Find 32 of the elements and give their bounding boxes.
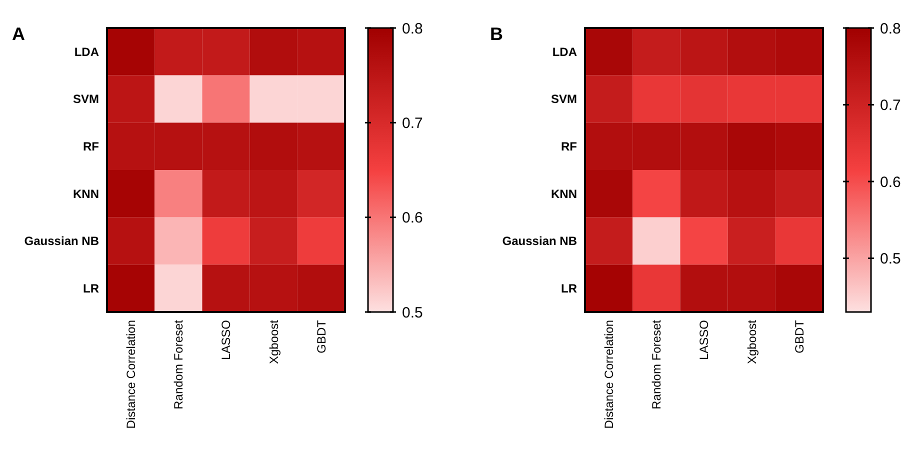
color-bar-label: 0.5 bbox=[402, 304, 423, 322]
x-tick-label: Xgboost bbox=[744, 319, 759, 364]
x-tick-label: Xgboost bbox=[266, 319, 281, 364]
y-tick-label: Gaussian NB bbox=[24, 234, 100, 248]
chart-title: A bbox=[12, 24, 25, 44]
y-tick-label: LDA bbox=[74, 44, 100, 59]
x-tick-label: Distance Correlation bbox=[602, 320, 616, 429]
chart-title: B bbox=[490, 24, 503, 44]
color-bar-label: 0.6 bbox=[880, 174, 901, 191]
y-tick-label: SVM bbox=[550, 92, 577, 106]
x-tick-label: LASSO bbox=[697, 320, 712, 360]
x-tick-label: Random Foreset bbox=[172, 319, 186, 410]
x-tick-label: GBDT bbox=[314, 319, 328, 354]
x-tick-label: LASSO bbox=[219, 320, 234, 360]
color-bar-label: 0.8 bbox=[880, 20, 901, 38]
y-tick-label: KNN bbox=[551, 186, 577, 201]
color-bar-label: 0.8 bbox=[402, 20, 423, 38]
y-tick-label: LR bbox=[561, 282, 578, 296]
y-tick-label: LDA bbox=[552, 44, 578, 59]
x-tick-label: Random Foreset bbox=[650, 319, 664, 410]
y-tick-label: SVM bbox=[72, 92, 99, 106]
y-tick-label: KNN bbox=[73, 186, 99, 201]
color-bar-label: 0.5 bbox=[880, 250, 901, 268]
x-tick-label: Distance Correlation bbox=[124, 320, 138, 429]
color-bar-label: 0.7 bbox=[880, 97, 901, 114]
color-bar-label: 0.7 bbox=[402, 114, 423, 132]
color-bar-label: 0.6 bbox=[402, 210, 423, 227]
x-tick-label: GBDT bbox=[792, 319, 806, 354]
y-tick-label: RF bbox=[561, 140, 577, 154]
y-tick-label: LR bbox=[83, 282, 100, 296]
y-tick-label: Gaussian NB bbox=[502, 234, 578, 248]
y-tick-label: RF bbox=[83, 140, 99, 154]
